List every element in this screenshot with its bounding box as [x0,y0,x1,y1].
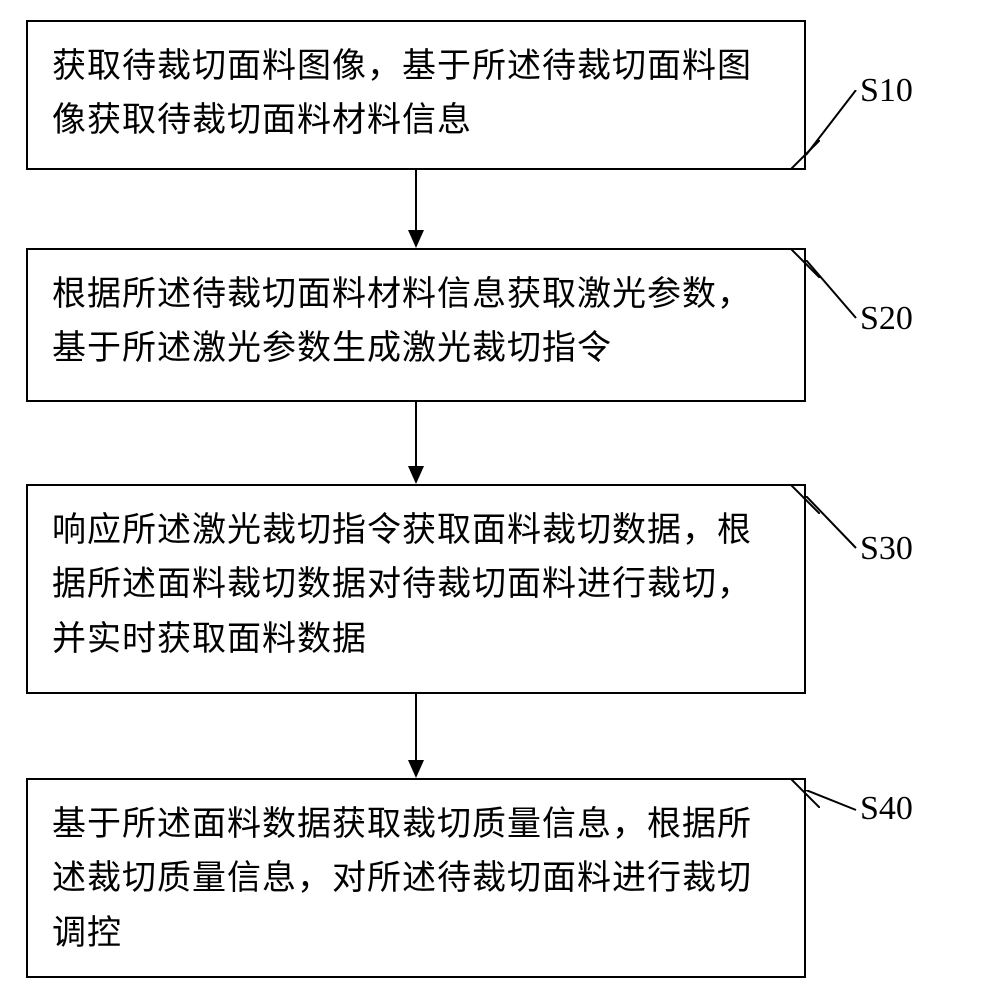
flowchart-node-s40: 基于所述面料数据获取裁切质量信息，根据所述裁切质量信息，对所述待裁切面料进行裁切… [26,778,806,978]
node-label-s20: S20 [860,300,913,338]
leader-line-s30 [806,496,860,561]
node-label-s10: S10 [860,72,913,110]
arrow-s10-s20 [406,170,426,248]
flowchart-container: 获取待裁切面料图像，基于所述待裁切面料图像获取待裁切面料材料信息 S10 根据所… [0,0,1000,992]
leader-line-s20 [806,260,860,330]
arrow-s30-s40 [406,694,426,778]
leader-line-s10 [806,90,860,170]
node-text: 获取待裁切面料图像，基于所述待裁切面料图像获取待裁切面料材料信息 [52,40,780,149]
node-text: 响应所述激光裁切指令获取面料裁切数据，根据所述面料裁切数据对待裁切面料进行裁切，… [52,504,780,667]
flowchart-node-s10: 获取待裁切面料图像，基于所述待裁切面料图像获取待裁切面料材料信息 [26,20,806,170]
leader-line-s40 [806,790,860,830]
node-label-s40: S40 [860,790,913,828]
node-text: 基于所述面料数据获取裁切质量信息，根据所述裁切质量信息，对所述待裁切面料进行裁切… [52,798,780,961]
arrow-s20-s30 [406,402,426,484]
flowchart-node-s30: 响应所述激光裁切指令获取面料裁切数据，根据所述面料裁切数据对待裁切面料进行裁切，… [26,484,806,694]
node-text: 根据所述待裁切面料材料信息获取激光参数，基于所述激光参数生成激光裁切指令 [52,268,780,377]
flowchart-node-s20: 根据所述待裁切面料材料信息获取激光参数，基于所述激光参数生成激光裁切指令 [26,248,806,402]
node-label-s30: S30 [860,530,913,568]
